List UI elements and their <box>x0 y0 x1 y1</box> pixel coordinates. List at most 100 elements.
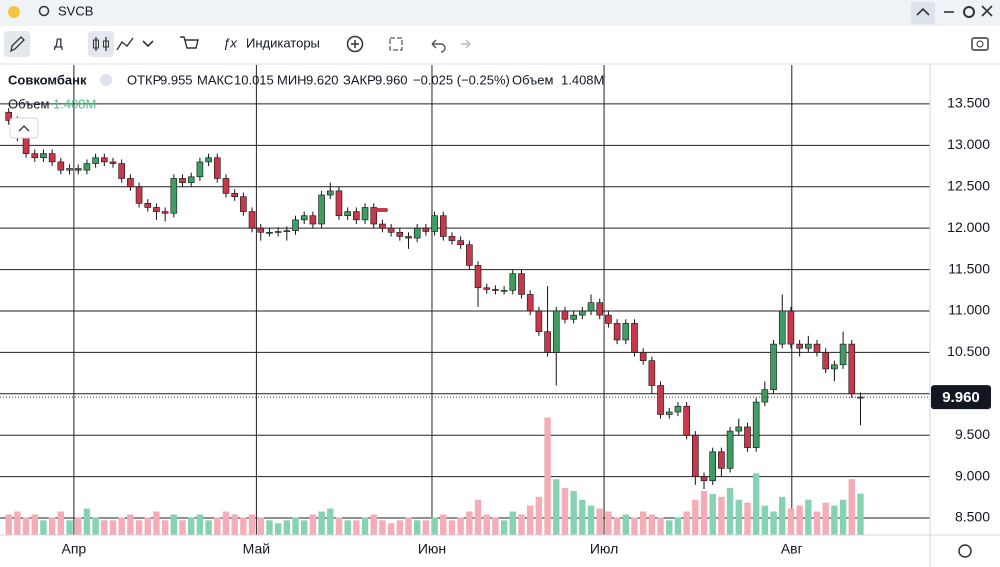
volume-bar <box>440 514 447 535</box>
collapse-legend[interactable] <box>9 117 39 139</box>
y-tick-label: 12.500 <box>947 177 990 193</box>
volume-bar <box>161 520 169 535</box>
candle-body <box>92 157 99 164</box>
volume-bar <box>587 505 595 535</box>
settings-icon[interactable] <box>963 6 975 18</box>
low-label: МИН <box>277 72 307 87</box>
volume-bar <box>422 520 430 535</box>
collapse-button[interactable] <box>911 2 935 24</box>
open-value: 9.955 <box>160 72 193 87</box>
volume-bar <box>335 517 343 535</box>
candle-body <box>257 227 265 233</box>
candle-body <box>118 163 125 179</box>
candle-body <box>361 207 369 221</box>
candle-body <box>48 153 56 163</box>
candle-body <box>692 434 699 477</box>
volume-bar <box>231 514 238 535</box>
candle-body <box>526 294 534 312</box>
candle-body <box>744 426 751 448</box>
area-icon[interactable] <box>116 37 134 51</box>
y-tick-label: 9.500 <box>955 426 990 442</box>
candle-body <box>778 310 786 345</box>
candle-body <box>266 231 273 234</box>
candle-body <box>544 331 551 353</box>
screenshot-lens <box>976 40 984 48</box>
cart-icon[interactable] <box>180 36 199 49</box>
volume-bar <box>596 508 603 535</box>
candle-body <box>587 302 595 312</box>
candle-body <box>187 176 195 183</box>
volume-bar <box>613 517 621 535</box>
candle-body <box>622 323 630 341</box>
chart-settings[interactable] <box>958 544 972 558</box>
chevron-up <box>916 7 930 16</box>
volume-bar <box>735 499 742 535</box>
volume-bar <box>361 517 369 535</box>
volume-bar <box>752 473 760 535</box>
indicators-button[interactable]: Индикаторы <box>246 35 320 50</box>
y-tick-label: 12.000 <box>947 219 990 235</box>
layout-icon[interactable] <box>389 37 403 51</box>
chevron-up <box>18 125 30 132</box>
marker <box>376 208 388 212</box>
candle-body <box>822 352 830 370</box>
volume-bar <box>631 517 638 535</box>
high-label: МАКС <box>197 72 233 87</box>
screenshot-icon[interactable] <box>971 37 989 51</box>
candle-body <box>561 310 569 320</box>
volume-bar <box>692 499 699 535</box>
volume-bar <box>153 511 160 535</box>
volume-bar <box>75 517 82 535</box>
candle-body <box>413 227 421 239</box>
volume-bar <box>179 520 186 535</box>
volume-bar <box>353 520 360 535</box>
candle-body <box>639 352 647 361</box>
volume-bar <box>66 520 73 535</box>
candle-body <box>179 178 186 183</box>
redo-icon[interactable] <box>461 39 471 49</box>
volume-bar <box>248 514 256 535</box>
volume-bar <box>796 505 803 535</box>
candle-body <box>483 287 491 290</box>
add-icon-plus <box>351 40 359 48</box>
y-tick-label: 9.000 <box>955 467 990 483</box>
draw-button[interactable] <box>4 31 30 57</box>
volume-bar <box>579 499 586 535</box>
symbol[interactable]: SVCB <box>58 3 93 18</box>
volume-bar <box>674 517 682 535</box>
candle-body <box>83 163 91 171</box>
pencil-icon <box>10 36 25 53</box>
legend-toggle[interactable] <box>100 74 112 86</box>
volume-bar <box>718 496 725 535</box>
search-icon[interactable] <box>38 5 50 17</box>
volume-bar <box>500 520 508 535</box>
candle-body <box>205 157 212 163</box>
x-tick-label: Авг <box>781 541 803 557</box>
candle-body <box>665 411 673 415</box>
candle-body <box>422 227 430 232</box>
volume-bar <box>805 499 812 535</box>
undo-icon[interactable] <box>431 39 446 53</box>
volume-bar <box>561 488 569 535</box>
candle-body <box>752 401 760 448</box>
volume-bar <box>509 511 517 535</box>
close-icon[interactable] <box>981 5 993 17</box>
volume-bar <box>301 520 308 535</box>
volume-value: 1.408M <box>561 72 604 87</box>
volume-bar <box>474 499 482 535</box>
candle-body <box>135 186 143 204</box>
dropdown-icon[interactable] <box>142 40 154 48</box>
candle-body <box>448 236 456 241</box>
volume-bar <box>770 511 777 535</box>
low-value: 9.620 <box>306 72 339 87</box>
candle-body <box>405 236 412 239</box>
volume-bar <box>5 514 12 535</box>
candle-body <box>274 231 282 233</box>
interval-button[interactable]: Д <box>54 35 63 50</box>
add-icon[interactable] <box>346 35 364 53</box>
volume-bar <box>266 520 273 535</box>
candle-body <box>222 178 230 194</box>
candle-body <box>240 196 247 212</box>
candle-type-button[interactable] <box>88 31 114 57</box>
candle-body <box>552 310 560 353</box>
